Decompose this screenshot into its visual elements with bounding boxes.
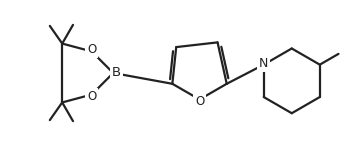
Text: O: O xyxy=(87,90,96,103)
Text: O: O xyxy=(87,43,96,56)
Text: O: O xyxy=(195,95,204,108)
Text: B: B xyxy=(112,66,121,80)
Text: N: N xyxy=(259,57,269,70)
